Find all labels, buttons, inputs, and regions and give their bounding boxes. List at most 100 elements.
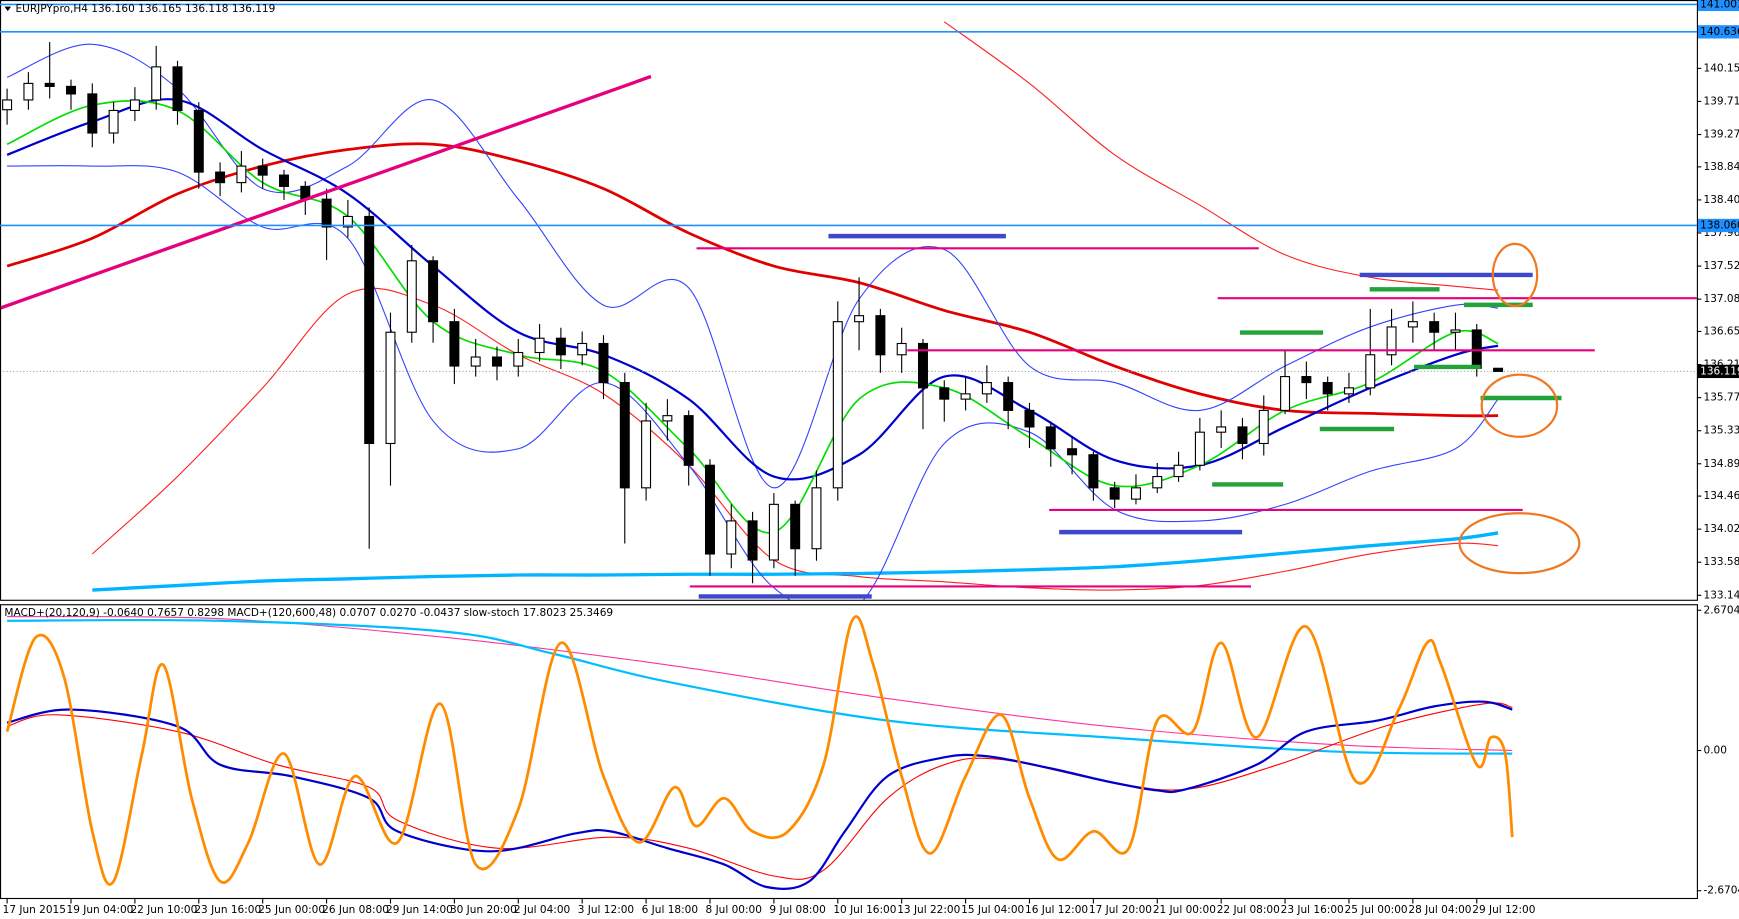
- indicator-line: [92, 531, 1499, 592]
- candle-body: [1365, 354, 1376, 389]
- x-tick-label: 29 Jul 12:00: [1472, 904, 1535, 916]
- candle: [1343, 372, 1354, 403]
- candle-body: [1386, 326, 1397, 356]
- level-label: 140.636: [1700, 26, 1739, 38]
- candle: [172, 60, 183, 125]
- candle: [236, 151, 247, 193]
- level-label-bg: [1697, 25, 1739, 39]
- candle: [1152, 463, 1163, 494]
- dropdown-icon[interactable]: [4, 6, 12, 12]
- candle: [108, 102, 119, 144]
- ellipse: [1458, 512, 1581, 575]
- candle: [364, 207, 375, 549]
- ellipse: [1491, 242, 1539, 308]
- x-tick-label: 17 Jun 2015: [3, 904, 66, 916]
- candle: [321, 188, 332, 261]
- candle-body: [2, 99, 13, 111]
- candle-body: [811, 487, 822, 550]
- current-price-bg: [1697, 364, 1739, 379]
- candle: [491, 346, 502, 381]
- candle-body: [555, 337, 566, 356]
- candle-body: [1301, 376, 1312, 384]
- x-tick-label: 23 Jul 16:00: [1281, 904, 1344, 916]
- candle-body: [1407, 321, 1418, 328]
- level-label-bg: [1697, 0, 1739, 12]
- x-tick-label: 29 Jun 14:00: [386, 904, 453, 916]
- candle-body: [129, 99, 140, 112]
- indicator-title: MACD+(20,120,9) -0.0640 0.7657 0.8298 MA…: [4, 607, 613, 619]
- candle-body: [1003, 382, 1014, 411]
- x-tick-label: 22 Jun 10:00: [130, 904, 197, 916]
- y-tick-label: 134.890: [1704, 458, 1739, 470]
- indicator-line: [7, 615, 1513, 752]
- candle-body: [1322, 382, 1333, 395]
- x-tick-label: 28 Jul 04:00: [1408, 904, 1471, 916]
- candle-body: [939, 387, 950, 400]
- candle-body: [662, 415, 673, 422]
- green-segments: [1212, 287, 1562, 487]
- y-tick-label: 137.960: [1704, 227, 1739, 239]
- y-tick-label: 137.080: [1704, 293, 1739, 305]
- candle-body: [491, 356, 502, 367]
- candle: [342, 199, 353, 238]
- y-tick-label: 134.460: [1704, 490, 1739, 502]
- candle: [1386, 308, 1397, 366]
- candle: [960, 376, 971, 411]
- candle-body: [1450, 329, 1461, 333]
- y-tick-label: 138.400: [1704, 194, 1739, 206]
- candle: [385, 312, 396, 486]
- x-tick-label: 2 Jul 04:00: [514, 904, 570, 916]
- x-tick-label: 10 Jul 16:00: [833, 904, 896, 916]
- candle: [1173, 451, 1184, 482]
- candle-body: [321, 198, 332, 228]
- candle-body: [23, 82, 34, 101]
- candle-body: [1173, 464, 1184, 478]
- candle: [1003, 376, 1014, 430]
- candle: [939, 380, 950, 422]
- candle-body: [108, 109, 119, 134]
- indicator-line: [6, 702, 1513, 880]
- candle: [598, 335, 609, 400]
- candle-body: [1493, 367, 1504, 372]
- candle: [1045, 421, 1056, 467]
- candle-body: [1429, 321, 1440, 333]
- level-label-bg: [1697, 218, 1739, 233]
- candle-body: [981, 382, 992, 395]
- candle-body: [1130, 487, 1141, 500]
- x-tick-label: 25 Jun 00:00: [258, 904, 325, 916]
- candle: [1258, 395, 1269, 456]
- indicator-panel: [5, 615, 1514, 890]
- candle: [23, 72, 34, 110]
- candle-body: [513, 351, 524, 367]
- indicator-frame: [0, 604, 1698, 900]
- candle-body: [619, 382, 630, 489]
- candle-body: [215, 171, 226, 184]
- y-tick-label: 135.330: [1704, 425, 1739, 437]
- y-tick-label: 133.140: [1704, 589, 1739, 601]
- candle: [2, 88, 13, 125]
- x-tick-label: 26 Jun 08:00: [322, 904, 389, 916]
- candle: [726, 504, 737, 569]
- candle-body: [449, 321, 460, 367]
- candle-body: [1024, 409, 1035, 428]
- candle-body: [406, 260, 417, 333]
- candle-body: [896, 342, 907, 356]
- candle: [555, 327, 566, 370]
- candle-body: [704, 464, 715, 555]
- x-tick-label: 8 Jul 00:00: [706, 904, 762, 916]
- candle: [151, 45, 162, 110]
- candle-body: [1343, 387, 1354, 395]
- candle: [215, 162, 226, 197]
- candle: [917, 338, 928, 430]
- x-tick-label: 23 Jun 16:00: [194, 904, 261, 916]
- candle-body: [44, 82, 55, 87]
- candle-body: [385, 331, 396, 445]
- y-tick-label: 140.150: [1704, 62, 1739, 74]
- candle-body: [257, 165, 268, 176]
- candle-body: [917, 342, 928, 389]
- candle: [257, 158, 268, 189]
- indicator-line: [6, 700, 1513, 890]
- candle-body: [854, 315, 865, 323]
